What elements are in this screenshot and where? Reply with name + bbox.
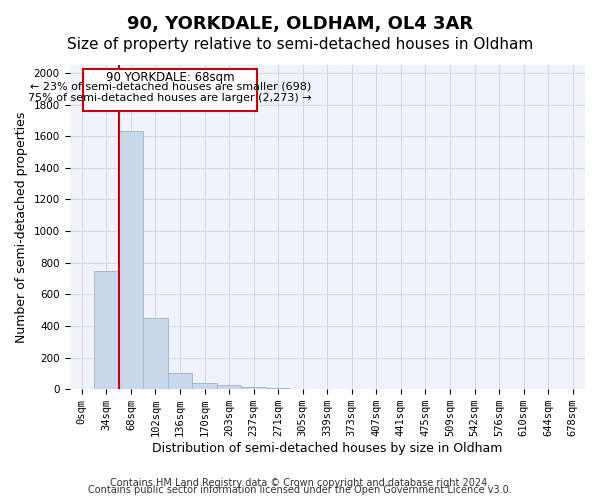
Text: ← 23% of semi-detached houses are smaller (698): ← 23% of semi-detached houses are smalle… xyxy=(29,82,311,92)
Text: Contains public sector information licensed under the Open Government Licence v3: Contains public sector information licen… xyxy=(88,485,512,495)
Text: Size of property relative to semi-detached houses in Oldham: Size of property relative to semi-detach… xyxy=(67,38,533,52)
Bar xyxy=(266,388,290,389)
Bar xyxy=(168,372,192,389)
Text: 75% of semi-detached houses are larger (2,273) →: 75% of semi-detached houses are larger (… xyxy=(28,94,312,104)
Bar xyxy=(217,386,241,389)
Text: 90 YORKDALE: 68sqm: 90 YORKDALE: 68sqm xyxy=(106,70,235,84)
Text: Contains HM Land Registry data © Crown copyright and database right 2024.: Contains HM Land Registry data © Crown c… xyxy=(110,478,490,488)
Text: 90, YORKDALE, OLDHAM, OL4 3AR: 90, YORKDALE, OLDHAM, OL4 3AR xyxy=(127,15,473,33)
FancyBboxPatch shape xyxy=(83,68,257,110)
Bar xyxy=(143,318,168,389)
Bar xyxy=(94,270,119,389)
Bar xyxy=(241,387,266,389)
Y-axis label: Number of semi-detached properties: Number of semi-detached properties xyxy=(15,112,28,343)
Bar xyxy=(192,383,217,389)
X-axis label: Distribution of semi-detached houses by size in Oldham: Distribution of semi-detached houses by … xyxy=(152,442,502,455)
Bar xyxy=(119,132,143,389)
